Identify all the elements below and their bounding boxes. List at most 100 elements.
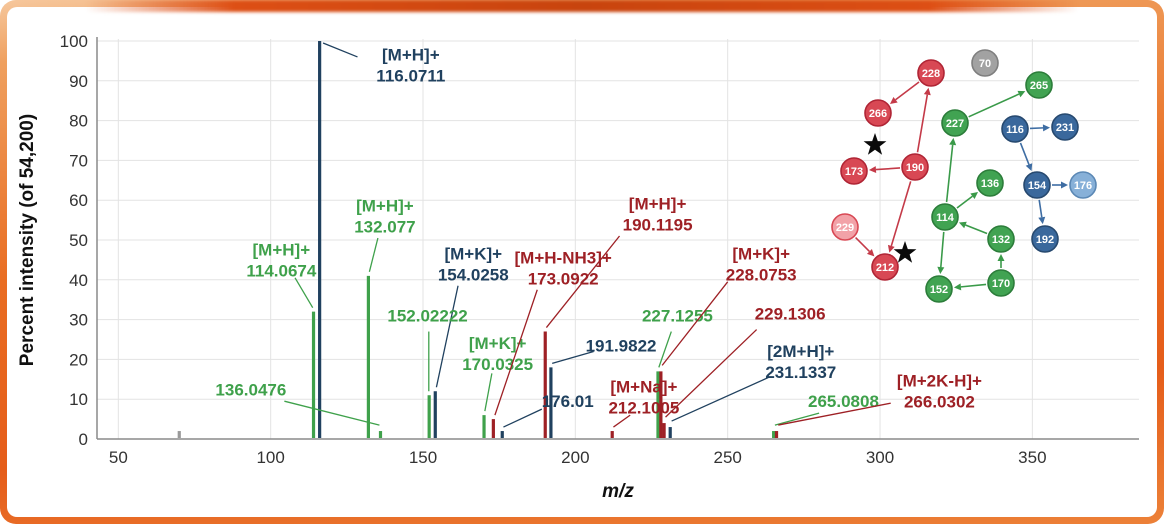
network-node-label: 154 <box>1028 180 1047 192</box>
peak-label: 176.01 <box>542 392 594 411</box>
network-node-265 <box>1025 71 1053 99</box>
star-marker-icon <box>863 133 887 155</box>
x-tick-label: 100 <box>256 448 284 467</box>
network-node-176 <box>1069 171 1097 199</box>
peak-label: [M+H]+ <box>382 45 440 64</box>
network-node-label: 228 <box>922 68 940 80</box>
leader-line <box>665 329 758 418</box>
network-edge <box>1019 142 1030 165</box>
network-node-label: 229 <box>836 222 854 234</box>
edge-arrowhead-icon <box>997 254 1005 261</box>
leader-line <box>661 281 729 366</box>
peak-annotations: [M+H]+ 116.0711 [M+H]+ 132.077 [M+H]+ 114.067… <box>215 42 982 428</box>
leader-line <box>545 235 621 328</box>
peak-label: 116.0711 <box>376 66 445 85</box>
network-node-154 <box>1023 171 1051 199</box>
network-node-228 <box>917 59 945 87</box>
edge-arrowhead-icon <box>970 192 979 200</box>
network-edge <box>965 224 988 235</box>
y-tick-label: 50 <box>69 231 88 250</box>
edge-arrowhead-icon <box>958 221 967 229</box>
network-node-label: 265 <box>1030 80 1048 92</box>
y-tick-label: 40 <box>69 271 88 290</box>
peak-label: [M+H]+ <box>629 195 687 214</box>
peak-label: 190.1195 <box>623 216 693 235</box>
y-tick-label: 10 <box>69 390 88 409</box>
edge-arrowhead-icon <box>1042 124 1051 132</box>
leader-line <box>503 408 543 428</box>
network-node-212 <box>871 253 899 281</box>
peak-label: 227.1255 <box>642 307 713 326</box>
edge-arrowhead-icon <box>1025 163 1033 172</box>
edge-arrowhead-icon <box>889 96 898 104</box>
network-node-266 <box>864 99 892 127</box>
network-edge <box>855 237 871 253</box>
x-tick-label: 350 <box>1018 448 1046 467</box>
leader-line <box>322 42 358 58</box>
network-edge <box>916 94 929 153</box>
network-node-170 <box>987 269 1015 297</box>
network-node-label: 176 <box>1074 180 1092 192</box>
leader-line <box>671 376 770 422</box>
edge-arrowhead-icon <box>1061 181 1068 189</box>
y-tick-label: 70 <box>69 151 88 170</box>
x-tick-label: 300 <box>866 448 894 467</box>
peak-label: 132.077 <box>354 218 415 237</box>
network-node-label: 266 <box>869 108 887 120</box>
network-node-label: 192 <box>1036 234 1054 246</box>
peak-label: 229.1306 <box>755 305 826 324</box>
axes <box>96 37 1139 440</box>
network-edge <box>960 283 987 288</box>
network-node-label: 173 <box>845 166 863 178</box>
peak-label: [M+H]+ <box>253 240 311 259</box>
peak-label: 228.0753 <box>726 265 797 284</box>
network-edge <box>890 181 912 247</box>
network-node-label: 190 <box>906 162 924 174</box>
network-edge <box>968 93 1020 118</box>
x-tick-label: 250 <box>713 448 741 467</box>
network-node-label: 114 <box>936 212 955 224</box>
network-edge <box>1038 199 1043 218</box>
leader-line <box>368 237 379 272</box>
leader-line <box>484 373 493 412</box>
network-node-114 <box>931 203 959 231</box>
peak-label: 212.1005 <box>608 399 679 418</box>
network-node-152 <box>925 275 953 303</box>
peak-label: [M+H]+ <box>356 197 414 216</box>
network-edge <box>1029 127 1044 130</box>
peak-label: 191.9822 <box>586 336 657 355</box>
spectrum-peaks <box>177 41 779 438</box>
network-node-192 <box>1031 225 1059 253</box>
network-node-227 <box>941 109 969 137</box>
peak-label: 170.0325 <box>462 355 533 374</box>
network-edge <box>940 231 945 268</box>
edge-arrowhead-icon <box>949 137 957 146</box>
network-node-label: 170 <box>992 278 1010 290</box>
mass-spectrum-chart: 0 10 20 30 40 50 60 70 80 90 100 50 100 150 200 250 300 3… <box>17 32 1139 502</box>
peak-label: 265.0808 <box>808 392 879 411</box>
network-node-173 <box>840 157 868 185</box>
x-axis-label: m/z <box>602 481 634 502</box>
network-node-136 <box>976 169 1004 197</box>
leader-line <box>435 285 459 388</box>
top-accent-bar <box>85 0 1079 12</box>
network-node-229 <box>831 213 859 241</box>
y-axis-label: Percent intensity (of 54,200) <box>17 114 38 366</box>
network-node-231 <box>1051 113 1079 141</box>
network-edge <box>875 167 901 171</box>
network-node-label: 227 <box>946 118 964 130</box>
peak-label: 266.0302 <box>904 393 975 412</box>
peak-label: [M+2K-H]+ <box>897 372 982 391</box>
y-tick-label: 80 <box>69 112 88 131</box>
edge-arrowhead-icon <box>937 266 945 275</box>
molecular-network-inset: 228 70 265 266 227 116 231 173 190 136 154 176 229 11… <box>831 49 1097 303</box>
network-node-190 <box>901 153 929 181</box>
leader-line <box>552 350 594 365</box>
y-tick-label: 20 <box>69 350 88 369</box>
y-tick-label: 0 <box>79 430 88 449</box>
network-node-70 <box>971 49 999 77</box>
star-marker-icon <box>893 241 917 263</box>
network-node-label: 212 <box>876 262 894 274</box>
leader-line <box>658 331 672 368</box>
